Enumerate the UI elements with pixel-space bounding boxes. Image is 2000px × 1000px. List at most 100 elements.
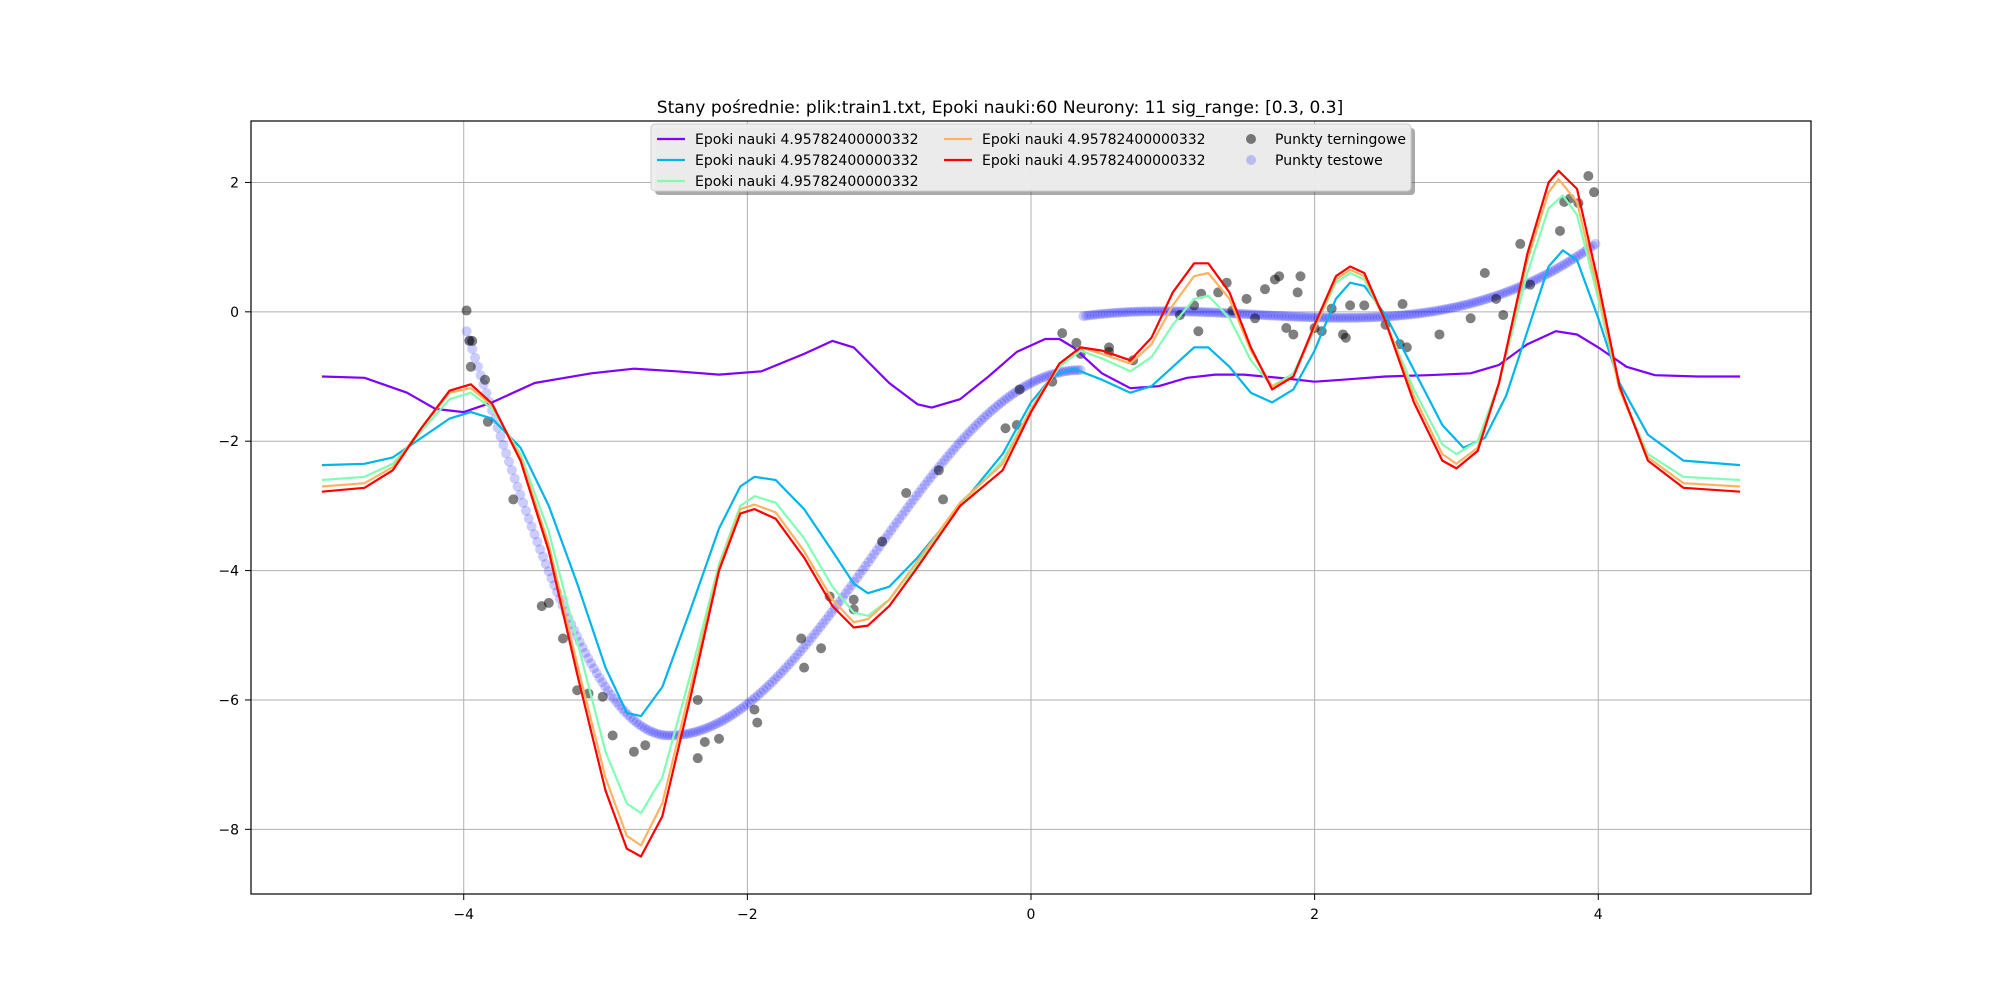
test-point: [1202, 307, 1213, 318]
test-point: [1361, 312, 1372, 323]
test-point: [1559, 259, 1570, 270]
test-point: [682, 728, 693, 739]
test-point: [1126, 306, 1137, 317]
test-point: [1451, 301, 1462, 312]
test-point: [1330, 312, 1341, 323]
training-point: [543, 597, 554, 608]
test-point: [1149, 306, 1160, 317]
test-point: [639, 723, 650, 734]
y-tick-label: −2: [218, 434, 239, 450]
test-point: [1564, 256, 1575, 267]
test-point: [1208, 307, 1219, 318]
training-point: [1260, 284, 1270, 295]
test-point: [512, 481, 523, 492]
test-point: [662, 730, 673, 741]
x-tick-label: 0: [1027, 907, 1036, 923]
test-point: [719, 714, 730, 725]
test-point: [1454, 301, 1465, 312]
training-point: [607, 730, 618, 741]
x-tick-label: −2: [737, 907, 758, 923]
test-point: [1352, 312, 1363, 323]
test-point: [973, 417, 984, 428]
test-point: [1443, 303, 1454, 314]
test-point: [583, 653, 594, 664]
test-point: [806, 632, 817, 643]
test-point: [1335, 312, 1346, 323]
training-point: [1000, 423, 1011, 434]
training-point: [1554, 225, 1565, 236]
test-point: [1434, 305, 1445, 316]
test-point: [826, 607, 837, 618]
training-point: [877, 536, 888, 547]
training-point: [1491, 293, 1502, 304]
test-point: [897, 509, 908, 520]
test-point: [631, 717, 642, 728]
training-point: [692, 694, 703, 705]
x-tick-label: −4: [453, 907, 474, 923]
test-point: [900, 506, 911, 517]
test-point: [798, 643, 809, 654]
test-point: [1556, 261, 1567, 272]
test-point: [1369, 312, 1380, 323]
test-point: [1259, 310, 1270, 321]
test-point: [1083, 310, 1094, 321]
test-point: [852, 572, 863, 583]
test-point: [724, 711, 735, 722]
test-point: [1112, 307, 1123, 318]
test-point: [820, 614, 831, 625]
legend-item: Punkty testowe: [1246, 153, 1383, 169]
test-point: [1446, 303, 1457, 314]
test-point: [1358, 312, 1369, 323]
test-point: [1392, 310, 1403, 321]
y-tick-label: −8: [218, 822, 239, 838]
test-point: [506, 465, 517, 476]
test-point: [492, 422, 503, 433]
test-point: [1347, 312, 1358, 323]
test-point: [888, 521, 899, 532]
test-point: [1033, 374, 1044, 385]
legend-label: Punkty testowe: [1275, 153, 1383, 169]
test-point: [1471, 296, 1482, 307]
test-point: [1239, 309, 1250, 320]
test-point: [1460, 299, 1471, 310]
test-point: [1364, 312, 1375, 323]
test-point: [591, 668, 602, 679]
test-point: [1267, 310, 1278, 321]
test-point: [1106, 308, 1117, 319]
test-point: [1477, 295, 1488, 306]
training-point: [597, 691, 608, 702]
test-point: [1440, 304, 1451, 315]
test-point: [996, 397, 1007, 408]
series-lines: [321, 169, 1741, 858]
legend-item: Epoki nauki 4.95782400000332: [657, 132, 919, 148]
test-point: [786, 656, 797, 667]
test-point: [1400, 309, 1411, 320]
test-point: [1296, 311, 1307, 322]
test-point: [1429, 306, 1440, 317]
test-point: [716, 716, 727, 727]
series-line: [321, 169, 1741, 858]
test-point: [1265, 310, 1276, 321]
test-point: [1273, 310, 1284, 321]
test-point: [1431, 305, 1442, 316]
test-point: [951, 441, 962, 452]
test-point: [1262, 310, 1273, 321]
test-point: [984, 407, 995, 418]
x-tick-label: 2: [1310, 907, 1319, 923]
test-point: [885, 525, 896, 536]
test-point: [1437, 304, 1448, 315]
test-point: [1406, 309, 1417, 320]
test-point: [925, 472, 936, 483]
test-point: [902, 502, 913, 513]
test-point: [987, 404, 998, 415]
test-point: [781, 662, 792, 673]
test-point: [1338, 312, 1349, 323]
test-point: [535, 544, 546, 555]
training-point: [749, 704, 760, 715]
y-tick-label: 2: [230, 175, 239, 191]
test-point: [1081, 310, 1092, 321]
test-point: [738, 701, 749, 712]
test-point: [747, 695, 758, 706]
test-point: [990, 402, 1001, 413]
